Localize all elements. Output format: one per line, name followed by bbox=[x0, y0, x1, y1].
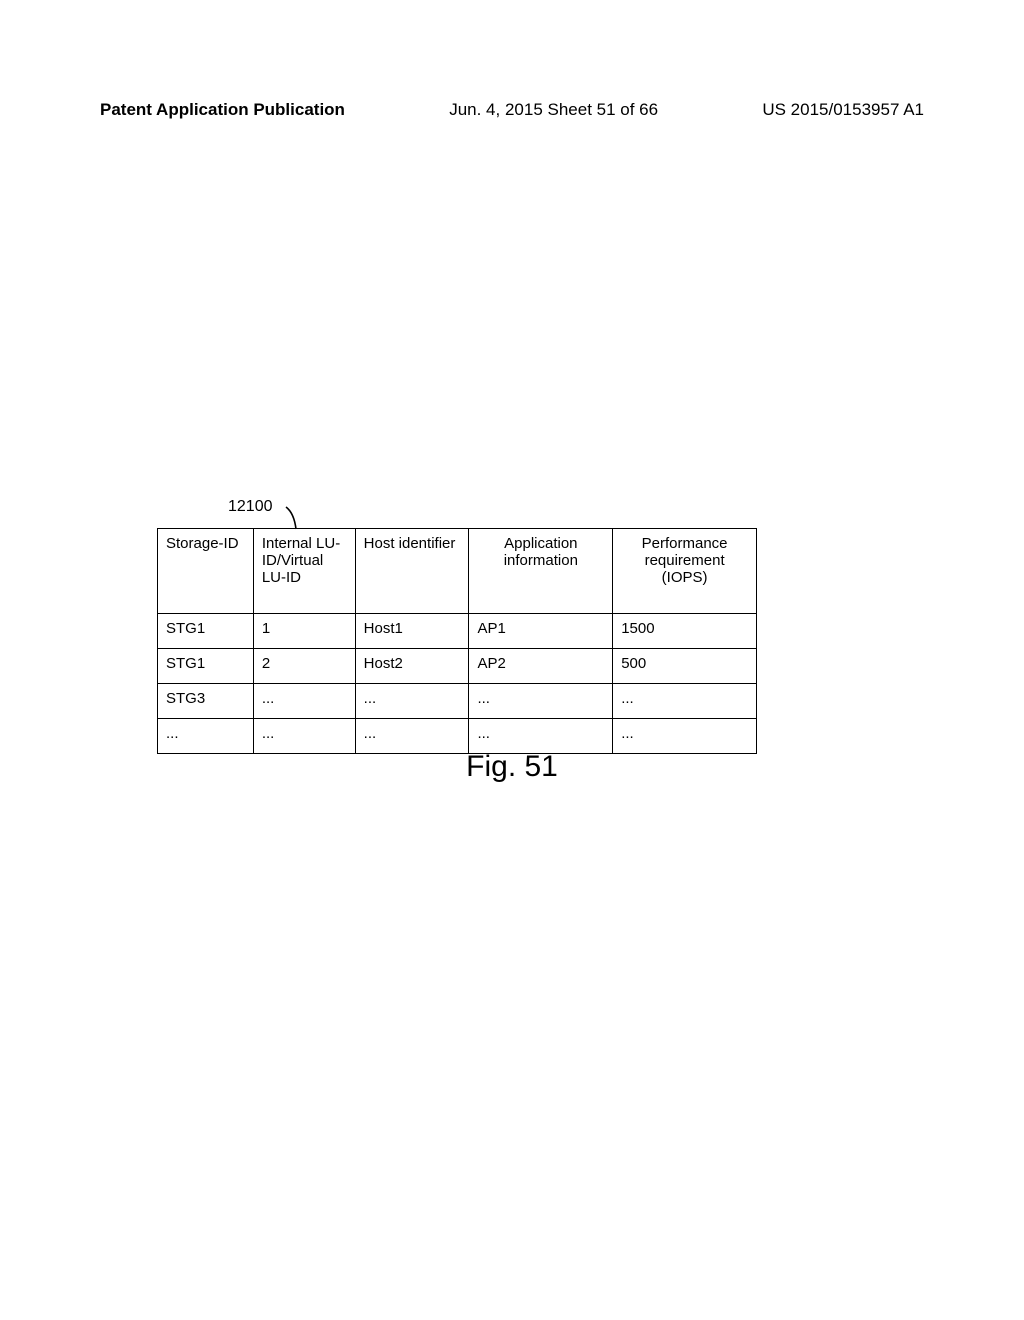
cell: ... bbox=[253, 684, 355, 719]
data-table-container: Storage-ID Internal LU-ID/Virtual LU-ID … bbox=[157, 528, 757, 754]
cell: 1 bbox=[253, 614, 355, 649]
cell: Host2 bbox=[355, 649, 469, 684]
cell: ... bbox=[355, 684, 469, 719]
cell: STG1 bbox=[158, 614, 254, 649]
cell: ... bbox=[613, 719, 757, 754]
figure-label: Fig. 51 bbox=[0, 750, 1024, 784]
cell: ... bbox=[469, 684, 613, 719]
cell: 2 bbox=[253, 649, 355, 684]
page-header: Patent Application Publication Jun. 4, 2… bbox=[0, 100, 1024, 120]
cell: Host1 bbox=[355, 614, 469, 649]
cell: ... bbox=[469, 719, 613, 754]
header-center-text: Jun. 4, 2015 Sheet 51 of 66 bbox=[449, 100, 658, 120]
reference-numeral: 12100 bbox=[228, 498, 273, 516]
cell: 500 bbox=[613, 649, 757, 684]
cell: ... bbox=[355, 719, 469, 754]
header-right-text: US 2015/0153957 A1 bbox=[762, 100, 924, 120]
column-header-perf: Performance requirement (IOPS) bbox=[613, 529, 757, 614]
header-left-text: Patent Application Publication bbox=[100, 100, 345, 120]
cell: STG1 bbox=[158, 649, 254, 684]
column-header-storage-id: Storage-ID bbox=[158, 529, 254, 614]
cell: AP2 bbox=[469, 649, 613, 684]
cell: ... bbox=[253, 719, 355, 754]
table-header-row: Storage-ID Internal LU-ID/Virtual LU-ID … bbox=[158, 529, 757, 614]
cell: AP1 bbox=[469, 614, 613, 649]
column-header-app: Application information bbox=[469, 529, 613, 614]
table-row: STG3 ... ... ... ... bbox=[158, 684, 757, 719]
table-row: STG1 1 Host1 AP1 1500 bbox=[158, 614, 757, 649]
column-header-host: Host identifier bbox=[355, 529, 469, 614]
data-table: Storage-ID Internal LU-ID/Virtual LU-ID … bbox=[157, 528, 757, 754]
column-header-lu-id: Internal LU-ID/Virtual LU-ID bbox=[253, 529, 355, 614]
table-row: ... ... ... ... ... bbox=[158, 719, 757, 754]
table-row: STG1 2 Host2 AP2 500 bbox=[158, 649, 757, 684]
cell: STG3 bbox=[158, 684, 254, 719]
cell: ... bbox=[158, 719, 254, 754]
cell: ... bbox=[613, 684, 757, 719]
cell: 1500 bbox=[613, 614, 757, 649]
